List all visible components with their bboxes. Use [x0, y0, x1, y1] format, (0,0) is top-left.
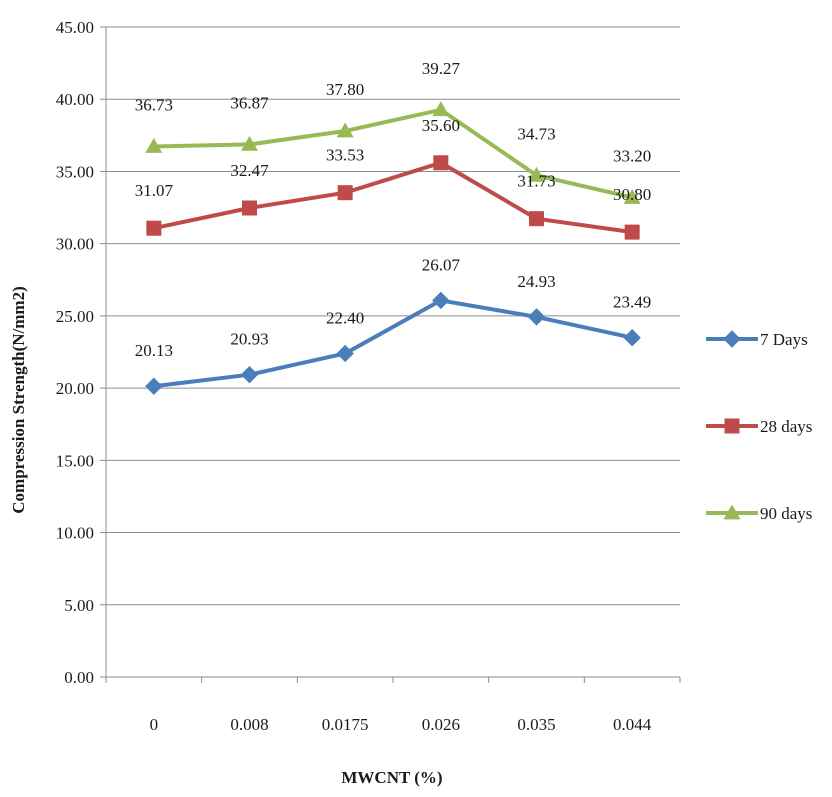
data-point-7-days [240, 365, 259, 384]
legend-marker-7-days [723, 330, 741, 348]
legend: 7 Days 28 days 90 days [706, 330, 812, 523]
axes [100, 26, 681, 683]
data-label-7-days: 24.93 [517, 272, 555, 291]
x-axis-title: MWCNT (%) [341, 768, 442, 787]
legend-label-28-days: 28 days [760, 417, 812, 436]
x-tick-labels: 0 0.008 0.0175 0.026 0.035 0.044 [150, 715, 652, 734]
y-tick-label: 25.00 [56, 307, 94, 326]
data-label-7-days: 20.93 [230, 330, 268, 349]
legend-marker-90-days [723, 504, 741, 520]
data-label-28-days: 30.80 [613, 185, 651, 204]
y-tick-label: 30.00 [56, 235, 94, 254]
y-axis-title: Compression Strength(N/mm2) [9, 286, 28, 513]
data-point-7-days [623, 328, 641, 347]
data-point-28-days [433, 155, 449, 171]
data-label-90-days: 36.87 [230, 93, 269, 112]
x-tick-label: 0 [150, 715, 159, 734]
data-point-28-days [624, 224, 640, 240]
y-tick-label: 40.00 [56, 90, 94, 109]
x-tick-label: 0.035 [517, 715, 555, 734]
data-point-7-days [432, 291, 450, 310]
data-label-90-days: 36.73 [135, 95, 173, 114]
data-point-90-days [241, 135, 258, 151]
legend-marker-28-days [724, 418, 740, 434]
series-line-7-days [153, 298, 633, 389]
data-label-28-days: 35.60 [422, 116, 460, 135]
data-label-7-days: 23.49 [613, 293, 651, 312]
series-layer [145, 101, 641, 395]
data-label-28-days: 31.07 [135, 181, 174, 200]
series-line-28-days [153, 160, 633, 235]
data-point-90-days [145, 137, 163, 153]
x-tick-label: 0.026 [422, 715, 460, 734]
gridlines [106, 26, 680, 606]
data-point-7-days [336, 344, 354, 363]
data-labels: 20.13 20.93 22.40 26.07 24.93 23.49 31.07 32.47… [135, 59, 652, 360]
x-tick-label: 0.008 [230, 715, 268, 734]
y-tick-labels: 0.00 5.00 10.00 15.00 20.00 25.00 30.00 35.00 40… [56, 18, 94, 687]
y-tick-label: 20.00 [56, 379, 94, 398]
y-tick-label: 45.00 [56, 18, 94, 37]
data-point-7-days [145, 377, 163, 395]
data-point-28-days [146, 220, 162, 236]
data-label-7-days: 26.07 [422, 255, 461, 274]
data-label-90-days: 34.73 [517, 124, 555, 143]
data-point-28-days [529, 211, 544, 227]
data-label-90-days: 37.80 [326, 80, 364, 99]
data-point-28-days [242, 200, 257, 216]
data-label-7-days: 22.40 [326, 308, 364, 327]
x-tick-label: 0.044 [613, 715, 652, 734]
y-tick-label: 10.00 [56, 524, 94, 543]
x-tick-label: 0.0175 [322, 715, 369, 734]
data-label-7-days: 20.13 [135, 341, 173, 360]
data-point-28-days [337, 185, 353, 201]
data-label-90-days: 33.20 [613, 146, 651, 165]
data-point-90-days [432, 101, 450, 117]
legend-label-90-days: 90 days [760, 504, 812, 523]
data-label-90-days: 39.27 [422, 59, 461, 78]
data-point-90-days [623, 188, 641, 204]
legend-label-7-days: 7 Days [760, 330, 808, 349]
series-line-90-days [153, 107, 633, 200]
data-label-28-days: 32.47 [230, 161, 269, 180]
data-point-7-days [527, 308, 546, 326]
y-tick-label: 15.00 [56, 451, 94, 470]
data-point-90-days [528, 166, 545, 182]
y-tick-label: 0.00 [64, 668, 94, 687]
data-label-28-days: 31.73 [517, 172, 555, 191]
y-tick-label: 5.00 [64, 596, 94, 615]
data-point-90-days [336, 122, 354, 138]
data-label-28-days: 33.53 [326, 146, 364, 165]
y-tick-label: 35.00 [56, 162, 94, 181]
